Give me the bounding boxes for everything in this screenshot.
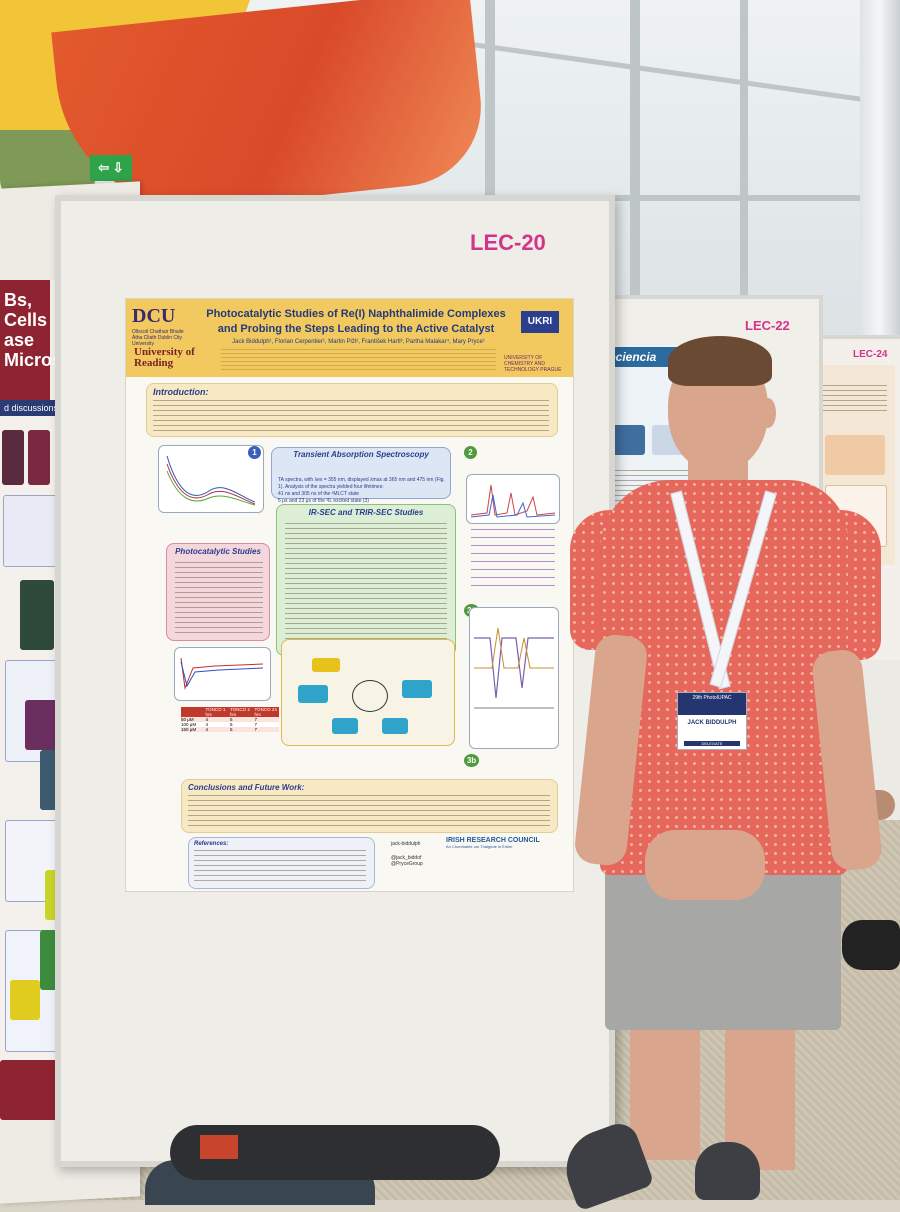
table-cell: 4 [205,722,209,727]
photocatalytic-heading: Photocatalytic Studies [175,547,261,556]
reading-logo: University of Reading [134,346,195,369]
table-cell: 5 [230,717,233,722]
table-row: 100 μM 4 5 7 [181,722,279,727]
bag-tag [200,1135,238,1159]
poster-authors: Jack Biddulph¹, Florian Cerpentier¹, Mar… [232,339,485,345]
table-cell: 4 [205,717,209,722]
research-poster: DCU Ollscoil Chathair Bhaile Átha Cliath… [125,298,574,892]
figure-4-graph [174,647,271,701]
ir-sec-plot [470,484,556,518]
table-cell: 150 μM [181,727,197,732]
conclusions-heading: Conclusions and Future Work: [188,783,305,792]
ta-text: TA spectra, with λex = 355 nm, displayed… [278,477,450,505]
table-cell: 5 [230,722,233,727]
figure-number-3b: 3b [464,754,479,767]
column [860,0,900,340]
irish-research-council-logo: IRISH RESEARCH COUNCIL An Chomhairle um … [446,837,566,849]
introduction-heading: Introduction: [153,387,209,397]
dcu-logo: DCU [132,305,176,327]
ir-sec-heading: IR-SEC and TRIR-SEC Studies [308,508,424,517]
presenter: 29th PhotoIUPAC JACK BIDDULPH DELEGATE [555,330,900,1212]
table-cell: 100 μM [181,722,197,727]
table-header: TONCO 24 hrs [254,707,277,717]
hair [668,336,772,386]
table-header-row: TONCO 1 hrs TONCO 2 hrs TONCO 24 hrs [181,707,279,717]
table-row: 150 μM 4 5 7 [181,727,279,732]
table-cell: 7 [254,717,258,722]
conclusions-box: Conclusions and Future Work: [181,779,558,833]
ton-table: TONCO 1 hrs TONCO 2 hrs TONCO 24 hrs 50 … [181,707,279,732]
table-cell: 50 μM [181,717,194,722]
figure-1-graph [158,445,264,513]
mechanism-scheme [281,639,455,746]
poster-header: DCU Ollscoil Chathair Bhaile Átha Cliath… [126,299,573,377]
funder-subtitle: An Chomhairle um Thaighde in Éirinn [446,844,513,849]
introduction-box: Introduction: [146,383,558,437]
uv-vis-plot [180,657,264,690]
visitor-shoe [842,920,900,970]
ir-sec-box: IR-SEC and TRIR-SEC Studies [276,504,456,656]
table-cell: 7 [254,722,258,727]
table-header: TONCO 2 hrs [230,707,250,717]
figure-number-1: 1 [248,446,261,459]
linkedin-handle: jack-biddulph [391,841,421,847]
badge-event: 29th PhotoIUPAC [678,693,746,715]
poster-affiliations [221,349,496,373]
figure-number-2: 2 [464,446,477,459]
badge-role: DELEGATE [684,741,740,746]
left-poster-title: Bs, Cells ase Microscopy [0,280,104,400]
board-label-main: LEC-20 [470,230,546,255]
right-shoe [695,1142,760,1200]
trir-sec-plot [474,627,554,709]
transient-absorption-box: Transient Absorption Spectroscopy [271,447,451,499]
table-row: 50 μM 4 5 7 [181,717,279,722]
references-box: References: [188,837,375,889]
badge-name: JACK BIDDULPH [687,720,737,726]
ta-spectra-plot [166,455,256,506]
hands [645,830,765,900]
table-cell: 7 [254,727,258,732]
ear [760,398,776,428]
figure-2-graph [466,474,560,524]
table-cell: 4 [205,727,209,732]
transient-absorption-heading: Transient Absorption Spectroscopy [293,450,429,459]
ta-bullet-2: 5 μs and 23 μs of the ³IL excited state … [278,498,369,504]
left-leg [630,1020,700,1160]
table-header [181,707,206,717]
table-header: TONCO 1 hrs [205,707,226,717]
ta-bullet-1: 41 ns and 305 ns of the ³MLCT state [278,491,360,497]
ta-line-1: TA spectra, with λex = 355 nm, displayed… [278,477,445,490]
board-label-side: LEC-22 [745,318,790,333]
dcu-logo-subtitle: Ollscoil Chathair Bhaile Átha Cliath Dub… [132,329,184,347]
figure-3a-graph [469,607,559,749]
table-cell: 5 [230,727,233,732]
funder-name: IRISH RESEARCH COUNCIL [446,837,540,844]
photocatalytic-box: Photocatalytic Studies [166,543,270,641]
references-heading: References: [194,841,229,847]
uct-logo: UNIVERSITY OF CHEMISTRY AND TECHNOLOGY P… [504,355,562,373]
name-badge: 29th PhotoIUPAC JACK BIDDULPH DELEGATE [677,692,747,750]
board-label-far: LEC-24 [853,349,888,360]
twitter-handle: @jack_biddof @PryceGroup [391,855,423,867]
exit-sign: ⇦ ⇩ [90,155,132,181]
poster-title: Photocatalytic Studies of Re(I) Naphthal… [206,308,506,335]
ukri-logo: UKRI [521,311,559,333]
